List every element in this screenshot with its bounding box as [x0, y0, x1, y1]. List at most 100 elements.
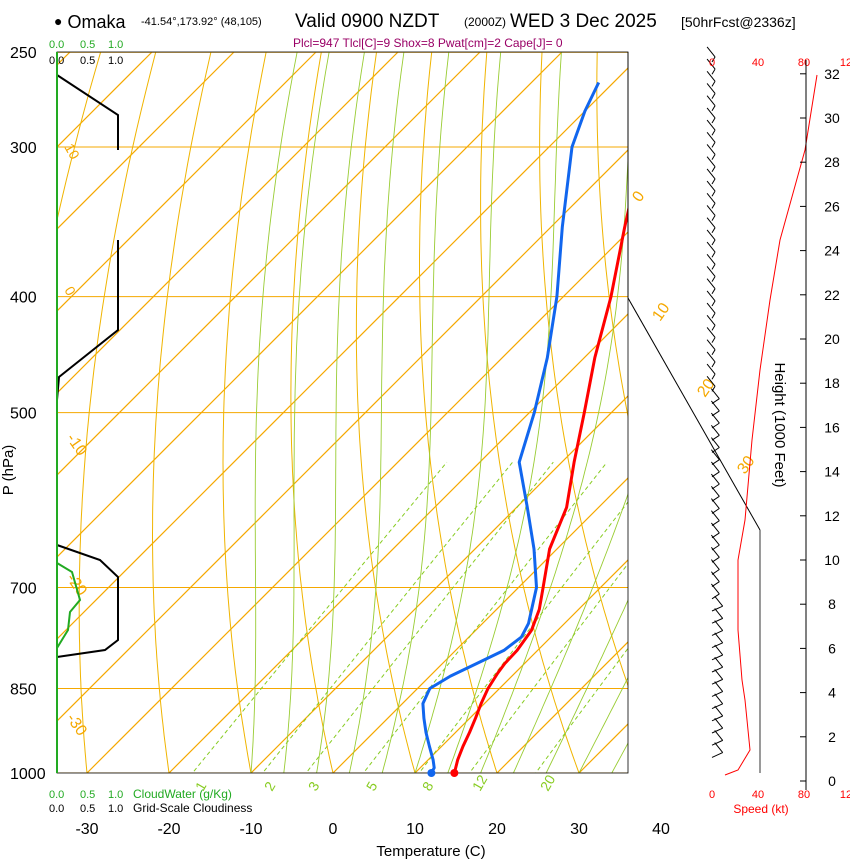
wind-barb — [706, 302, 716, 319]
wind-barb-flag — [706, 205, 716, 216]
wind-barb — [711, 608, 724, 624]
wind-barb — [710, 571, 720, 588]
wind-barb — [706, 95, 716, 112]
mixing-ratio-label-8: 8 — [419, 779, 437, 794]
x-tick-20: 20 — [488, 821, 506, 838]
wind-barb — [711, 717, 724, 734]
wind-barb — [711, 632, 724, 649]
wind-barb-flag — [706, 180, 716, 192]
isotherm--20 — [168, 313, 628, 773]
wind-barb-flag — [706, 278, 716, 289]
wind-barb-shaft — [711, 93, 716, 99]
wind-barb — [706, 266, 716, 282]
wind-barb — [706, 363, 716, 380]
wind-barb-flag — [710, 534, 720, 546]
isotherm-0 — [332, 477, 628, 773]
wind-barb-flag — [706, 290, 716, 302]
wind-barb — [711, 693, 724, 710]
wind-barb — [706, 290, 716, 307]
wind-barb-flag — [710, 400, 720, 412]
cloud-bottom-black-0: 0.0 — [49, 803, 64, 815]
wind-barb-shaft — [711, 142, 716, 148]
wind-barb — [710, 583, 720, 600]
speed-profile — [724, 74, 818, 776]
wind-barb — [710, 510, 720, 527]
wind-barb — [706, 241, 716, 258]
cloudwater-profile — [56, 562, 82, 649]
wind-barb-shaft — [711, 312, 716, 319]
height-tick-20: 20 — [824, 331, 840, 347]
wind-barb-flag — [710, 437, 720, 448]
cloudiness-upper — [56, 74, 119, 150]
height-tick-6: 6 — [828, 640, 836, 656]
wind-barb — [706, 327, 716, 343]
wind-barb-flag — [706, 375, 716, 387]
wind-barb-flag — [706, 241, 716, 253]
wind-barb — [706, 180, 716, 197]
wind-barb-flag — [706, 266, 716, 277]
wind-barb-flag — [710, 510, 720, 522]
station-name: Omaka — [67, 12, 126, 32]
wind-barb — [711, 681, 724, 697]
wind-barb-flag — [706, 253, 716, 265]
speed-bottom-tick-0: 0 — [709, 789, 715, 801]
x-tick-40: 40 — [652, 821, 670, 838]
cloud-bottom-black-1: 0.5 — [80, 803, 95, 815]
mixing-ratio-label-2: 2 — [261, 779, 279, 794]
wind-barb — [706, 83, 716, 99]
mixing-ratio-12 — [468, 562, 628, 773]
x-tick--20: -20 — [157, 821, 180, 838]
wind-barb — [706, 46, 716, 63]
wind-barb-flag — [706, 192, 716, 204]
wind-barb-flag — [714, 669, 724, 680]
wind-barb-shaft — [711, 678, 723, 685]
wind-barb-shaft — [711, 56, 716, 63]
dry-adiabat-40 — [539, 52, 628, 688]
pressure-tick-700: 700 — [10, 581, 37, 598]
temperature-line-surface-dot — [450, 769, 459, 777]
valid-time: Valid 0900 NZDT — [295, 11, 440, 32]
wind-barb-shaft — [711, 739, 723, 746]
moist-adiabat-2 — [348, 52, 405, 773]
wind-barb-flag — [714, 693, 724, 705]
wind-barb — [711, 644, 724, 661]
dry-adiabat--20 — [152, 52, 212, 773]
mixing-ratio-2 — [261, 461, 513, 773]
pressure-tick-250: 250 — [10, 45, 37, 62]
dry-adiabat-60 — [652, 31, 838, 798]
isotherm-label--10: -10 — [63, 431, 90, 460]
wind-barb — [706, 205, 716, 221]
x-tick--30: -30 — [75, 821, 98, 838]
speed-top-tick-1: 40 — [752, 57, 764, 69]
isotherm-label-left-10: 10 — [61, 141, 83, 163]
moist-adiabat--10 — [250, 52, 298, 773]
wind-barb-shaft — [711, 81, 716, 87]
height-tick-4: 4 — [828, 685, 836, 701]
height-tick-10: 10 — [824, 552, 840, 568]
valid-date: WED 3 Dec 2025 — [510, 11, 657, 32]
wind-barb-flag — [710, 583, 720, 595]
wind-barb-flag — [714, 644, 724, 656]
wind-barb — [711, 669, 724, 685]
pressure-tick-1000: 1000 — [10, 766, 46, 783]
wind-barb-shaft — [711, 349, 716, 356]
wind-barb-shaft — [711, 288, 716, 295]
height-tick-22: 22 — [824, 287, 840, 303]
dry-adiabat-10 — [355, 52, 416, 773]
wind-barb — [706, 229, 716, 246]
station-coords: -41.54°,173.92° (48,105) — [141, 16, 262, 28]
isotherm-label-30: 30 — [734, 453, 758, 477]
wind-barb-flag — [710, 461, 720, 473]
mixing-ratio-20 — [535, 647, 628, 773]
height-tick-32: 32 — [824, 66, 840, 82]
wind-barb-shaft — [711, 105, 716, 112]
height-tick-2: 2 — [828, 729, 836, 745]
wind-barb-flag — [706, 314, 716, 326]
height-axis-label: Height (1000 Feet) — [771, 362, 788, 487]
wind-barb-shaft — [711, 325, 716, 331]
cloudwater-label: CloudWater (g/Kg) — [133, 787, 232, 801]
pressure-tick-300: 300 — [10, 140, 37, 157]
wind-barb-flag — [714, 595, 724, 607]
wind-barb-flag — [710, 388, 720, 400]
